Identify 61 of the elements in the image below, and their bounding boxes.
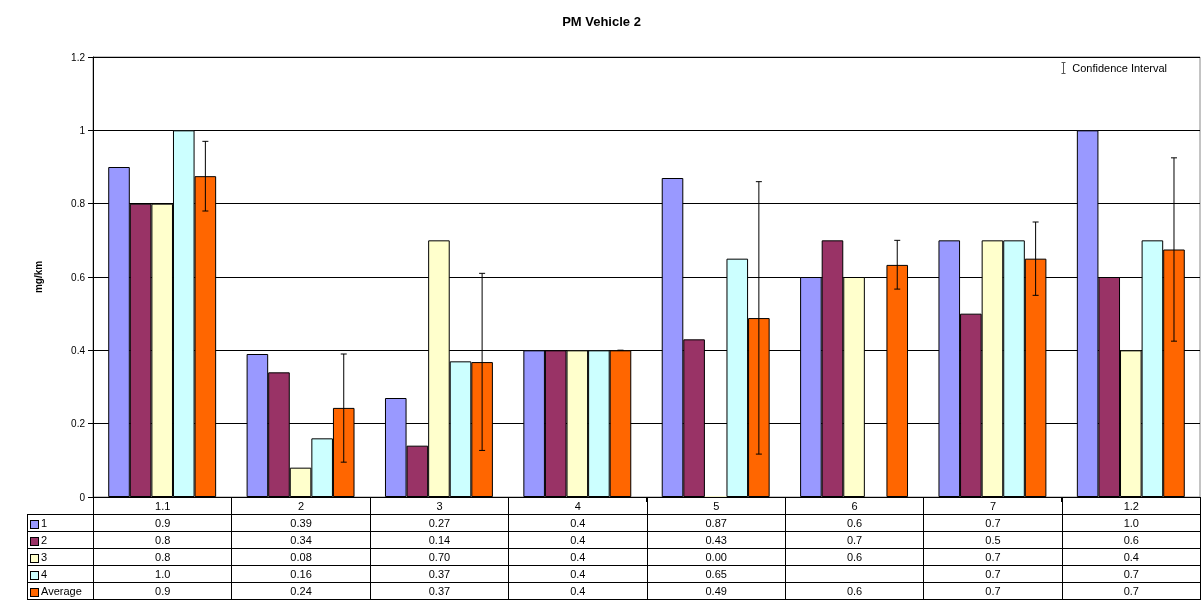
data-label: 0.7	[923, 582, 1063, 600]
chart-title: PM Vehicle 2	[562, 14, 641, 29]
data-label: 0.6	[785, 514, 924, 532]
x-tick-label: 7	[923, 497, 1063, 515]
data-label: 0.39	[231, 514, 371, 532]
data-label: 0.14	[370, 531, 509, 549]
data-label: 0.24	[231, 582, 371, 600]
data-label: 0.9	[93, 514, 232, 532]
data-label: 1.0	[93, 565, 232, 583]
data-label: 0.8	[93, 531, 232, 549]
data-label: 0.7	[923, 514, 1063, 532]
data-label: 0.7	[923, 565, 1063, 583]
data-label: 0.37	[370, 582, 509, 600]
data-label: 0.65	[647, 565, 786, 583]
data-label: 0.7	[1062, 582, 1201, 600]
x-tick-label: 6	[785, 497, 924, 515]
legend-label: 3	[27, 548, 94, 566]
data-label: 0.37	[370, 565, 509, 583]
data-label: 0.7	[785, 531, 924, 549]
annotation: Confidence Interval	[1072, 62, 1167, 74]
y-tick-label: 0	[79, 491, 86, 503]
data-label: 0.6	[785, 582, 924, 600]
x-tick-label: 1.1	[93, 497, 232, 515]
x-tick-label: 1.2	[1062, 497, 1201, 515]
x-tick-label: 5	[647, 497, 786, 515]
data-label: 0.16	[231, 565, 371, 583]
data-label: 0.7	[923, 548, 1063, 566]
y-tick-label: 0.8	[71, 198, 86, 210]
data-label: 0.4	[508, 514, 647, 532]
data-label: 0.4	[508, 565, 647, 583]
data-label: 0.6	[785, 548, 924, 566]
data-label: 0.27	[370, 514, 509, 532]
legend-label: 2	[27, 531, 94, 549]
data-label: 0.4	[1062, 548, 1201, 566]
data-label: 0.08	[231, 548, 371, 566]
x-tick-label: 4	[508, 497, 647, 515]
data-label: 0.43	[647, 531, 786, 549]
data-label: 0.4	[508, 582, 647, 600]
y-tick-label: 0.2	[71, 418, 86, 430]
data-label: 0.6	[1062, 531, 1201, 549]
x-tick-label: 3	[370, 497, 509, 515]
data-label: 0.4	[508, 548, 647, 566]
data-label: 0.87	[647, 514, 786, 532]
data-label: 0.7	[1062, 565, 1201, 583]
legend-label: 4	[27, 565, 94, 583]
data-label: 0.9	[93, 582, 232, 600]
y-tick-label: 1.2	[71, 51, 86, 63]
data-label: 0.70	[370, 548, 509, 566]
data-label: 0.8	[93, 548, 232, 566]
y-tick-label: 0.4	[71, 344, 86, 356]
data-label: 0.34	[231, 531, 371, 549]
data-label: 0.5	[923, 531, 1063, 549]
y-tick-label: 0.6	[71, 271, 86, 283]
data-label: 0.49	[647, 582, 786, 600]
data-label: 0.00	[647, 548, 786, 566]
data-label: 1.0	[1062, 514, 1201, 532]
y-tick-label: 1	[79, 124, 86, 136]
x-tick-label: 2	[231, 497, 371, 515]
y-axis-title: mg/km	[32, 260, 44, 294]
legend-label: Average	[27, 582, 94, 600]
data-label: 0.4	[508, 531, 647, 549]
